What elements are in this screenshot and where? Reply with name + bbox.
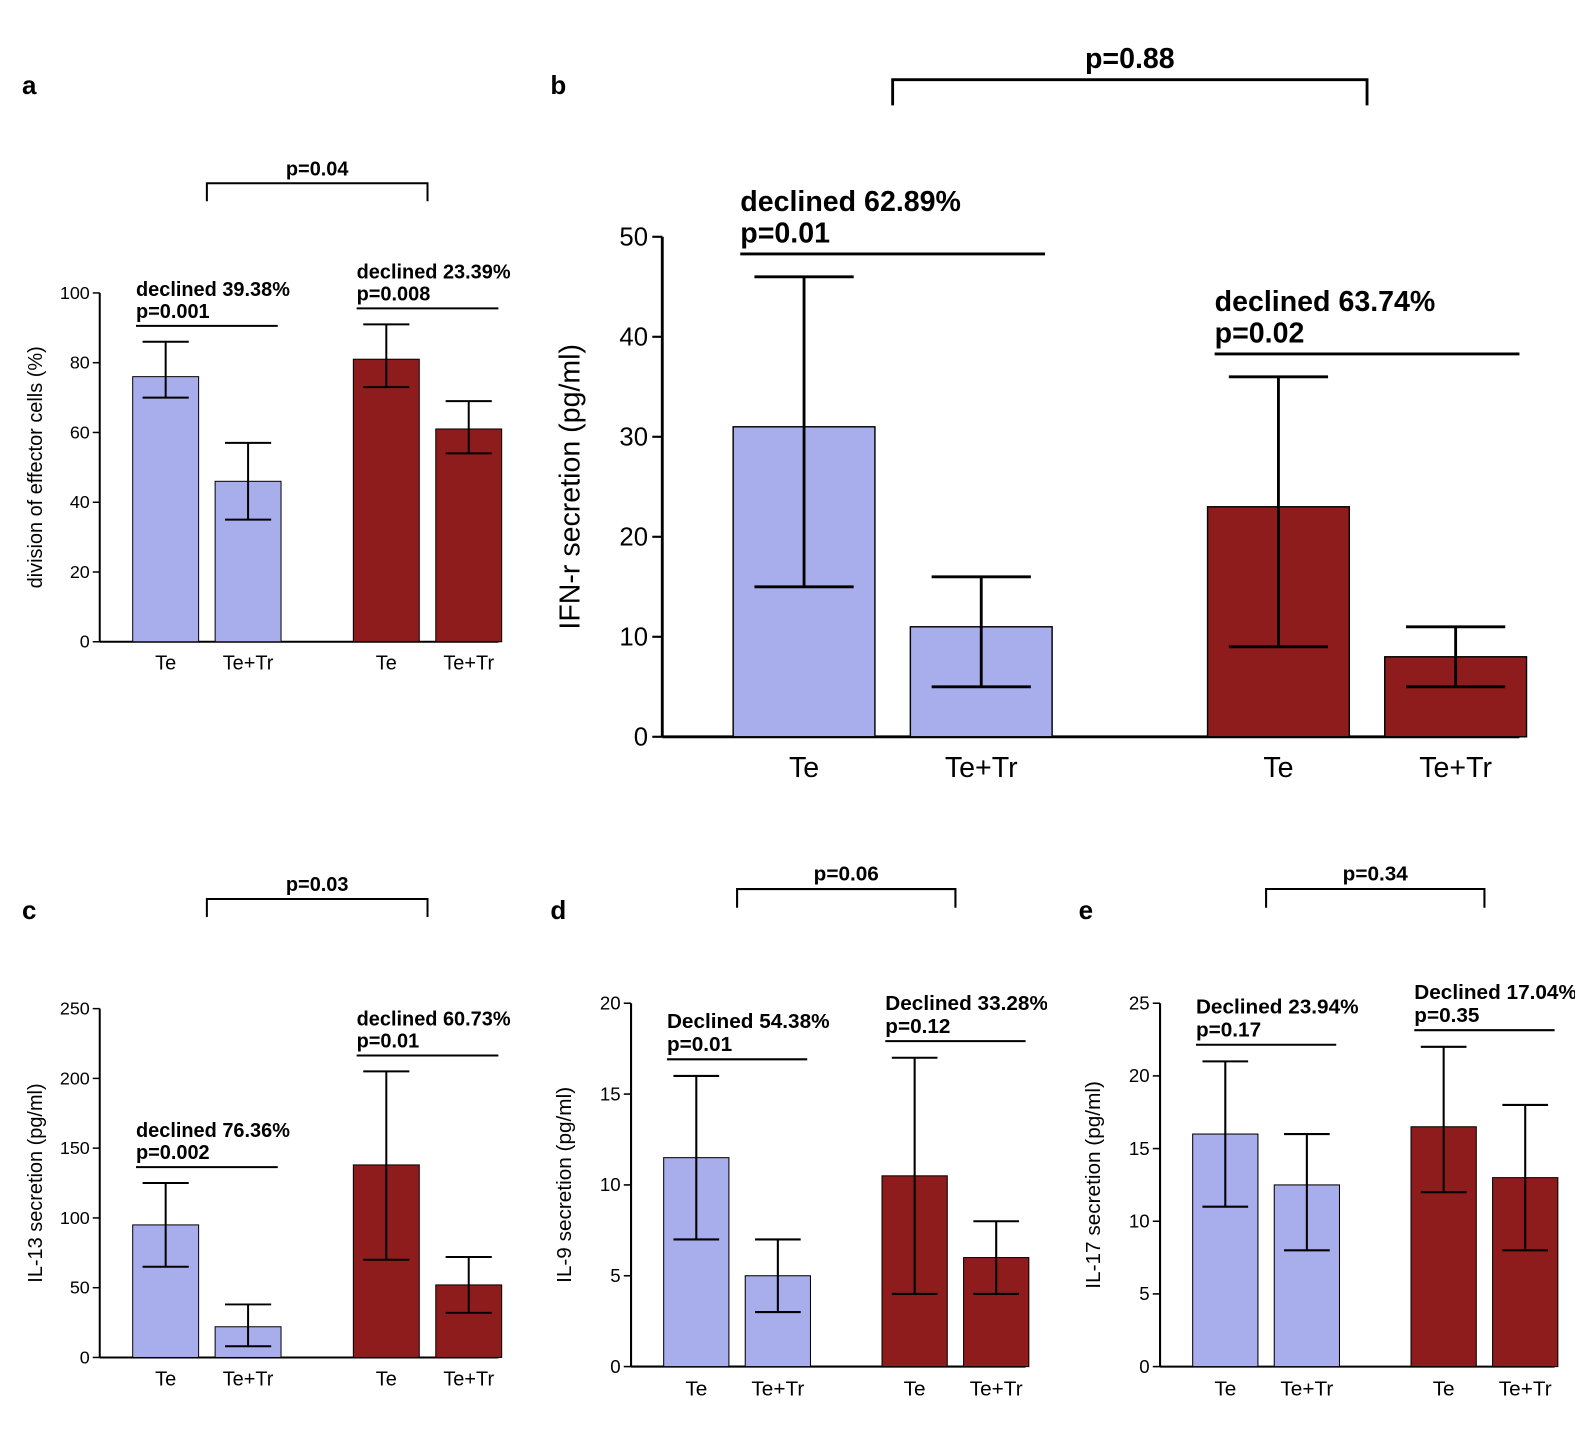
x-tick-label: Te+Tr — [443, 653, 494, 675]
overall-p-value: p=0.06 — [814, 863, 879, 886]
x-tick-label: Te — [376, 1368, 397, 1390]
group-decline: Declined 33.28% — [886, 992, 1047, 1015]
x-tick-label: Te — [1432, 1378, 1454, 1401]
x-tick-label: Te+Tr — [1420, 752, 1493, 784]
chart-svg: 0 5 10 15 20 25 IL-17 secretion (pg/ml) Te Te+Tr… — [1077, 845, 1575, 1431]
svg-text:20: 20 — [70, 562, 90, 582]
group-p-value: p=0.35 — [1414, 1004, 1479, 1027]
panel-letter: a — [22, 70, 36, 101]
x-tick-label: Te+Tr — [752, 1378, 805, 1401]
y-axis-title: IL-9 secretion (pg/ml) — [553, 1087, 576, 1283]
svg-text:20: 20 — [600, 992, 621, 1013]
bar — [133, 377, 199, 642]
bar — [436, 429, 502, 642]
svg-text:5: 5 — [1139, 1283, 1149, 1304]
svg-text:0: 0 — [80, 632, 90, 652]
group-p-value: p=0.12 — [886, 1015, 951, 1038]
chart-svg: 0 10 20 30 40 50 IFN-r secretion (pg/ml) Te Te+T… — [548, 20, 1548, 825]
bar — [353, 359, 419, 642]
svg-text:0: 0 — [1139, 1356, 1149, 1377]
group-decline: declined 63.74% — [1215, 286, 1436, 318]
y-axis-title: IL-13 secretion (pg/ml) — [25, 1083, 47, 1282]
panel-letter: c — [22, 895, 36, 926]
svg-text:0: 0 — [634, 723, 648, 751]
x-tick-label: Te+Tr — [1280, 1378, 1333, 1401]
svg-text:0: 0 — [611, 1356, 621, 1377]
svg-text:15: 15 — [600, 1083, 621, 1104]
panel-d: d 0 5 10 15 20 IL-9 secretion (pg/ml) Te Te+Tr Te… — [548, 845, 1046, 1431]
svg-text:10: 10 — [600, 1174, 621, 1195]
x-tick-label: Te — [904, 1378, 926, 1401]
x-tick-label: Te — [1214, 1378, 1236, 1401]
svg-text:60: 60 — [70, 422, 90, 442]
svg-text:50: 50 — [620, 223, 649, 251]
svg-text:20: 20 — [620, 523, 649, 551]
group-p-value: p=0.01 — [741, 218, 831, 250]
x-tick-label: Te — [1264, 752, 1294, 784]
y-axis-title: IL-17 secretion (pg/ml) — [1081, 1081, 1104, 1289]
chart-svg: 0 5 10 15 20 IL-9 secretion (pg/ml) Te Te+Tr Te T… — [548, 845, 1046, 1431]
svg-text:100: 100 — [60, 1208, 90, 1228]
y-axis-title: IFN-r secretion (pg/ml) — [555, 344, 587, 630]
x-tick-label: Te+Tr — [223, 653, 274, 675]
overall-p-value: p=0.34 — [1342, 863, 1408, 886]
group-p-value: p=0.01 — [667, 1033, 732, 1056]
figure-grid: a020406080100division of effector cells … — [20, 20, 1575, 1190]
svg-text:100: 100 — [60, 283, 90, 303]
x-tick-label: Te — [686, 1378, 708, 1401]
x-tick-label: Te+Tr — [1498, 1378, 1551, 1401]
group-decline: declined 39.38% — [136, 279, 290, 301]
svg-text:150: 150 — [60, 1138, 90, 1158]
group-decline: declined 62.89% — [741, 186, 962, 218]
panel-b: b 0 10 20 30 40 50 IFN-r secretion (pg/ml) Te Te+… — [548, 20, 1548, 825]
x-tick-label: Te+Tr — [223, 1368, 274, 1390]
x-tick-label: Te — [155, 1368, 176, 1390]
x-tick-label: Te+Tr — [945, 752, 1018, 784]
panel-letter: d — [550, 895, 566, 926]
x-tick-label: Te — [789, 752, 819, 784]
panel-letter: b — [550, 70, 566, 101]
y-axis-title: division of effector cells (%) — [25, 346, 47, 588]
group-p-value: p=0.01 — [357, 1030, 420, 1052]
svg-text:80: 80 — [70, 353, 90, 373]
overall-p-value: p=0.03 — [286, 874, 349, 896]
group-p-value: p=0.008 — [357, 283, 431, 305]
group-decline: Declined 17.04% — [1414, 981, 1575, 1004]
svg-text:40: 40 — [620, 323, 649, 351]
panel-c: c 0 50 100 150 200 250 IL-13 secretion (pg/ml) T… — [20, 845, 518, 1431]
group-p-value: p=0.002 — [136, 1142, 210, 1164]
group-p-value: p=0.001 — [136, 301, 210, 323]
panel-e: e 0 5 10 15 20 25 IL-17 secretion (pg/ml) Te Te+T… — [1077, 845, 1575, 1431]
x-tick-label: Te — [376, 653, 397, 675]
svg-text:200: 200 — [60, 1068, 90, 1088]
group-p-value: p=0.02 — [1215, 318, 1305, 350]
svg-text:0: 0 — [80, 1347, 90, 1367]
svg-text:250: 250 — [60, 999, 90, 1019]
group-decline: declined 23.39% — [357, 261, 511, 283]
x-tick-label: Te+Tr — [443, 1368, 494, 1390]
group-p-value: p=0.17 — [1196, 1018, 1261, 1041]
svg-text:50: 50 — [70, 1278, 90, 1298]
group-decline: Declined 23.94% — [1196, 996, 1359, 1019]
x-tick-label: Te+Tr — [970, 1378, 1023, 1401]
group-decline: Declined 54.38% — [667, 1010, 830, 1033]
panel-a: a 0 20 40 60 80 100 division of effector cells … — [20, 20, 518, 825]
overall-p-value: p=0.88 — [1085, 43, 1175, 75]
group-decline: declined 76.36% — [136, 1120, 290, 1142]
x-tick-label: Te — [155, 653, 176, 675]
svg-text:30: 30 — [620, 423, 649, 451]
panel-letter: e — [1079, 895, 1093, 926]
svg-text:10: 10 — [620, 623, 649, 651]
group-decline: declined 60.73% — [357, 1009, 511, 1031]
svg-text:20: 20 — [1129, 1065, 1150, 1086]
overall-p-value: p=0.04 — [286, 158, 349, 180]
svg-text:40: 40 — [70, 492, 90, 512]
svg-text:15: 15 — [1129, 1138, 1150, 1159]
svg-text:25: 25 — [1129, 992, 1150, 1013]
svg-text:5: 5 — [611, 1265, 621, 1286]
chart-svg: 0 20 40 60 80 100 division of effector cells (… — [20, 20, 518, 825]
chart-svg: 0 50 100 150 200 250 IL-13 secretion (pg/ml) Te… — [20, 845, 518, 1431]
svg-text:10: 10 — [1129, 1210, 1150, 1231]
